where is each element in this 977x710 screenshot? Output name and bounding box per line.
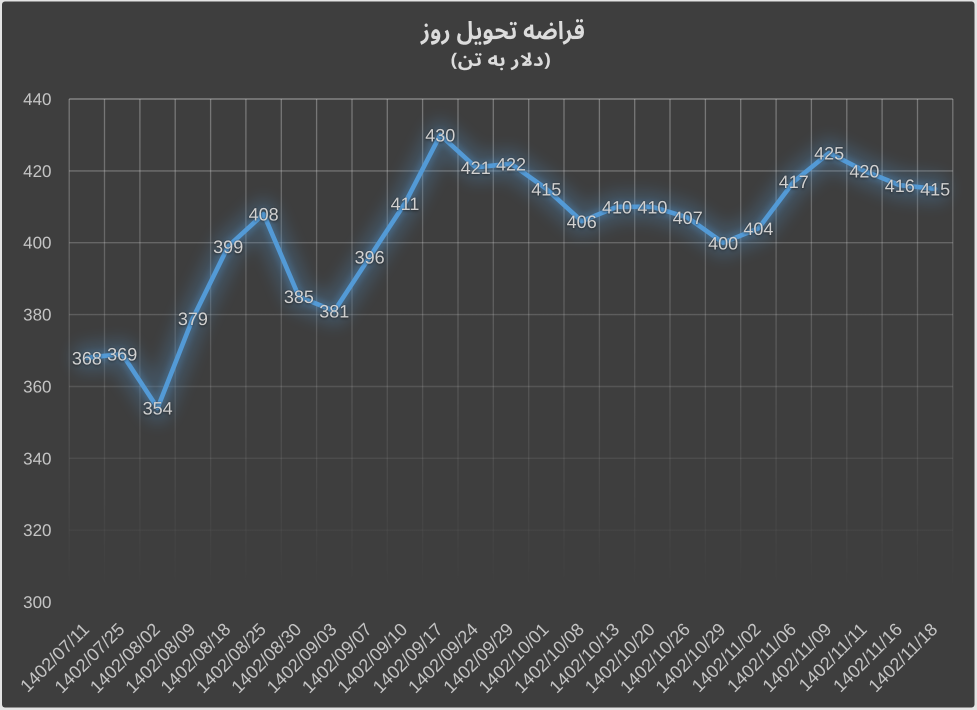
svg-text:408: 408 (249, 205, 279, 225)
svg-text:385: 385 (284, 287, 314, 307)
svg-text:422: 422 (496, 154, 526, 174)
svg-text:425: 425 (814, 144, 844, 164)
svg-text:410: 410 (602, 197, 632, 217)
svg-text:354: 354 (143, 399, 173, 419)
svg-text:399: 399 (213, 237, 243, 257)
svg-text:396: 396 (355, 248, 385, 268)
svg-text:417: 417 (779, 172, 809, 192)
svg-text:430: 430 (425, 126, 455, 146)
svg-text:380: 380 (23, 306, 51, 325)
svg-text:400: 400 (708, 233, 738, 253)
svg-text:415: 415 (531, 179, 561, 199)
svg-text:407: 407 (673, 208, 703, 228)
svg-text:411: 411 (391, 194, 420, 214)
svg-text:420: 420 (849, 162, 879, 182)
svg-text:340: 340 (23, 449, 51, 468)
svg-text:379: 379 (178, 309, 208, 329)
svg-text:406: 406 (567, 212, 597, 232)
svg-text:415: 415 (920, 179, 950, 199)
svg-text:410: 410 (637, 197, 667, 217)
svg-text:416: 416 (885, 176, 915, 196)
svg-text:404: 404 (743, 219, 773, 239)
svg-text:421: 421 (461, 158, 491, 178)
svg-text:368: 368 (72, 348, 102, 368)
svg-text:360: 360 (23, 378, 51, 397)
svg-text:420: 420 (23, 162, 51, 181)
svg-text:381: 381 (319, 302, 349, 322)
svg-text:440: 440 (23, 90, 51, 109)
svg-text:400: 400 (23, 234, 51, 253)
svg-text:369: 369 (107, 345, 137, 365)
svg-text:300: 300 (23, 593, 51, 612)
svg-text:320: 320 (23, 521, 51, 540)
